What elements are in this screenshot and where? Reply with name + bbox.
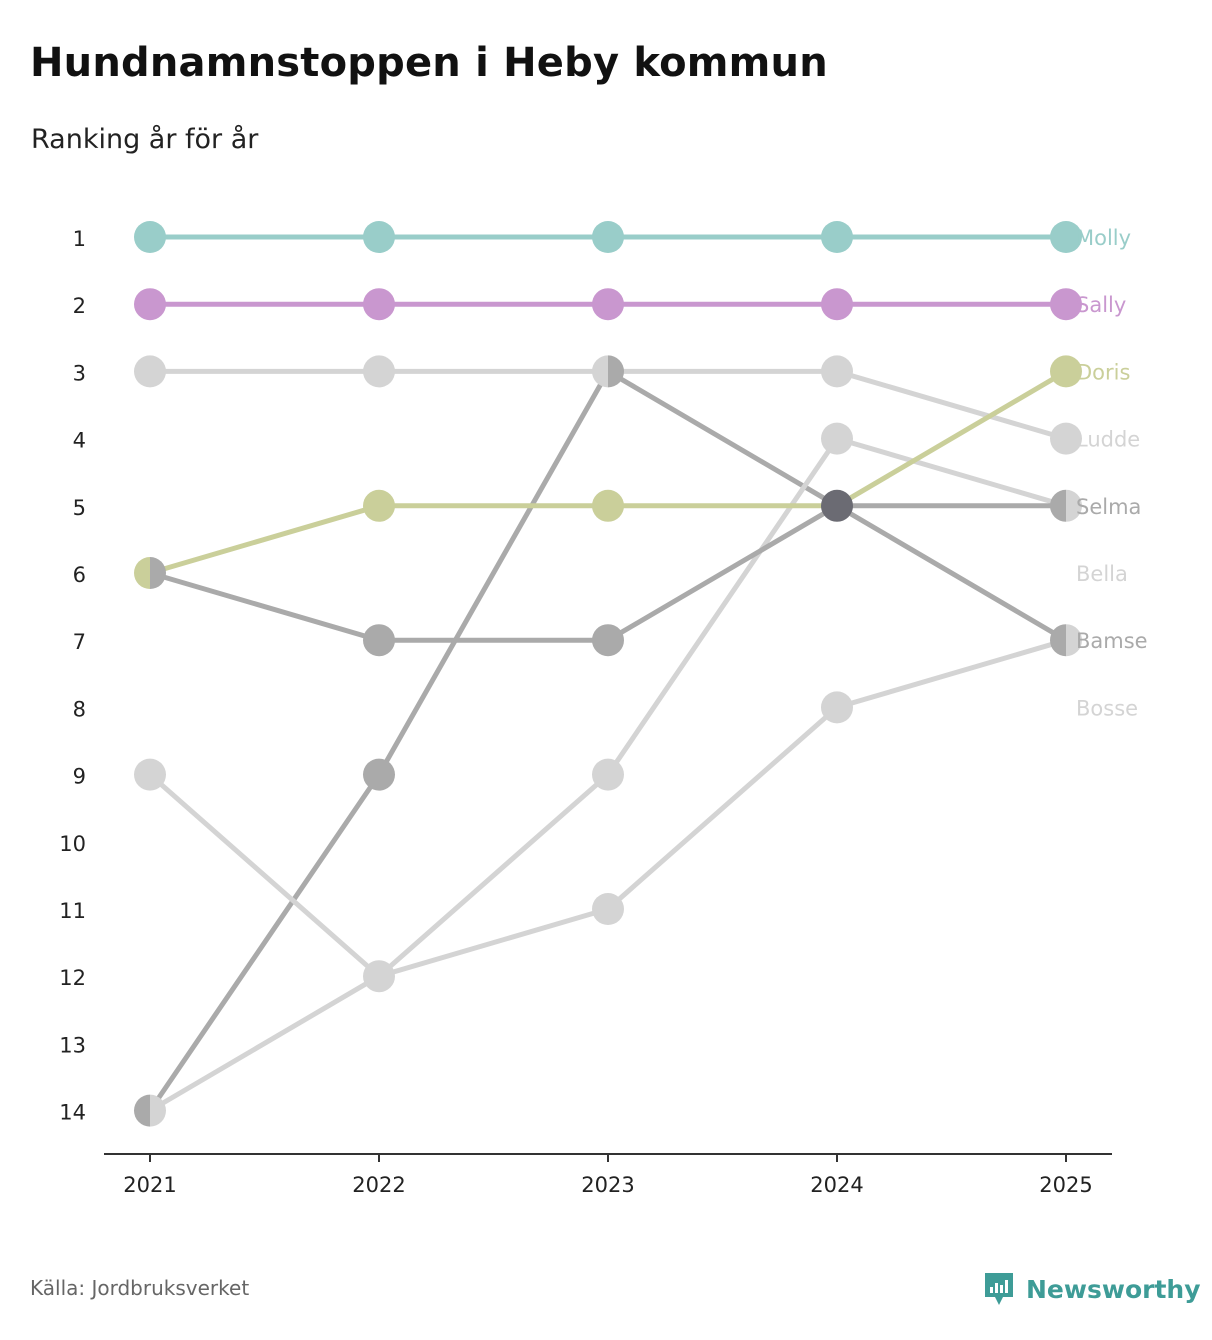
series-line-bamse xyxy=(147,368,1069,1114)
point-bella-2023 xyxy=(592,758,624,791)
point-doris-2023 xyxy=(592,489,624,522)
source-note: Källa: Jordbruksverket xyxy=(30,1276,250,1300)
point-sally-2024 xyxy=(821,288,853,321)
chart-subtitle: Ranking år för år xyxy=(31,124,259,155)
series-label-bella: Bella xyxy=(1076,562,1128,586)
y-tick-label: 1 xyxy=(73,227,86,251)
point-bamse-2021-left xyxy=(134,1094,150,1127)
series-label-sally: Sally xyxy=(1076,293,1126,317)
series-points xyxy=(134,221,1082,1127)
point-selma-2023 xyxy=(592,624,624,657)
point-bamse-2021-right xyxy=(150,1094,166,1127)
y-tick-label: 14 xyxy=(59,1101,86,1125)
x-tick-label: 2025 xyxy=(1039,1173,1092,1197)
y-tick-label: 10 xyxy=(59,832,86,856)
point-molly-2023 xyxy=(592,221,624,253)
point-ludde-2023-right xyxy=(608,355,624,388)
point-selma-2022 xyxy=(363,624,395,657)
point-bella-2024 xyxy=(821,422,853,455)
point-doris-2021-right xyxy=(150,557,166,589)
point-bosse-2023 xyxy=(592,893,624,925)
point-molly-2025 xyxy=(1050,221,1082,253)
point-doris-2021-left xyxy=(134,557,150,589)
point-ludde-2024 xyxy=(821,355,853,388)
x-tick-label: 2024 xyxy=(810,1173,863,1197)
newsworthy-logo-icon xyxy=(985,1273,1013,1305)
point-shared-2024 xyxy=(821,489,853,522)
x-tick-label: 2022 xyxy=(352,1173,405,1197)
y-tick-label: 5 xyxy=(73,496,86,520)
point-molly-2022 xyxy=(363,221,395,253)
y-tick-label: 8 xyxy=(73,697,86,721)
point-ludde-2021 xyxy=(134,355,166,388)
point-ludde-2022 xyxy=(363,355,395,388)
point-sally-2025 xyxy=(1050,288,1082,321)
y-tick-label: 13 xyxy=(59,1033,86,1057)
series-labels: Molly Sally Doris Ludde Selma Bella Bamse Bosse xyxy=(1076,226,1148,720)
point-sally-2022 xyxy=(363,288,395,321)
point-sally-2023 xyxy=(592,288,624,321)
x-axis: 2021 2022 2023 2024 2025 xyxy=(104,1153,1112,1197)
y-tick-label: 12 xyxy=(59,966,86,990)
y-tick-label: 11 xyxy=(59,899,86,923)
series-label-molly: Molly xyxy=(1076,226,1131,250)
point-bamse-2025-left xyxy=(1050,624,1066,657)
series-line-bosse xyxy=(147,637,1069,1114)
point-bamse-2025-right xyxy=(1066,624,1082,657)
point-ludde-2023-left xyxy=(592,355,608,388)
point-molly-2021 xyxy=(134,221,166,253)
y-tick-label: 9 xyxy=(73,765,86,789)
x-tick-label: 2021 xyxy=(123,1173,176,1197)
series-label-doris: Doris xyxy=(1076,360,1130,384)
point-molly-2024 xyxy=(821,221,853,253)
point-ludde-2025 xyxy=(1050,422,1082,455)
point-bella-2021 xyxy=(134,758,166,791)
point-bamse-2022 xyxy=(363,758,395,791)
series-line-doris xyxy=(147,368,1069,576)
point-selma-2025-left xyxy=(1050,489,1066,522)
point-bella-2022-right xyxy=(379,960,395,993)
newsworthy-logo[interactable]: Newsworthy xyxy=(982,1270,1201,1308)
series-label-selma: Selma xyxy=(1076,495,1141,519)
chart-title: Hundnamnstoppen i Heby kommun xyxy=(30,40,828,86)
y-tick-label: 4 xyxy=(73,429,86,453)
point-selma-2025-right xyxy=(1066,489,1082,522)
series-label-bamse: Bamse xyxy=(1076,629,1148,653)
point-bella-2022-left xyxy=(363,960,379,993)
point-doris-2022 xyxy=(363,489,395,522)
y-tick-label: 6 xyxy=(73,563,86,587)
series-line-selma xyxy=(147,503,1069,643)
brand-name: Newsworthy xyxy=(1026,1274,1201,1304)
series-label-bosse: Bosse xyxy=(1076,696,1138,720)
y-tick-label: 3 xyxy=(73,361,86,385)
y-tick-label: 2 xyxy=(73,294,86,318)
point-bosse-2024 xyxy=(821,691,853,724)
series-label-ludde: Ludde xyxy=(1076,428,1140,452)
point-sally-2021 xyxy=(134,288,166,321)
point-doris-2025 xyxy=(1050,355,1082,388)
x-tick-label: 2023 xyxy=(581,1173,634,1197)
y-tick-label: 7 xyxy=(73,630,86,654)
